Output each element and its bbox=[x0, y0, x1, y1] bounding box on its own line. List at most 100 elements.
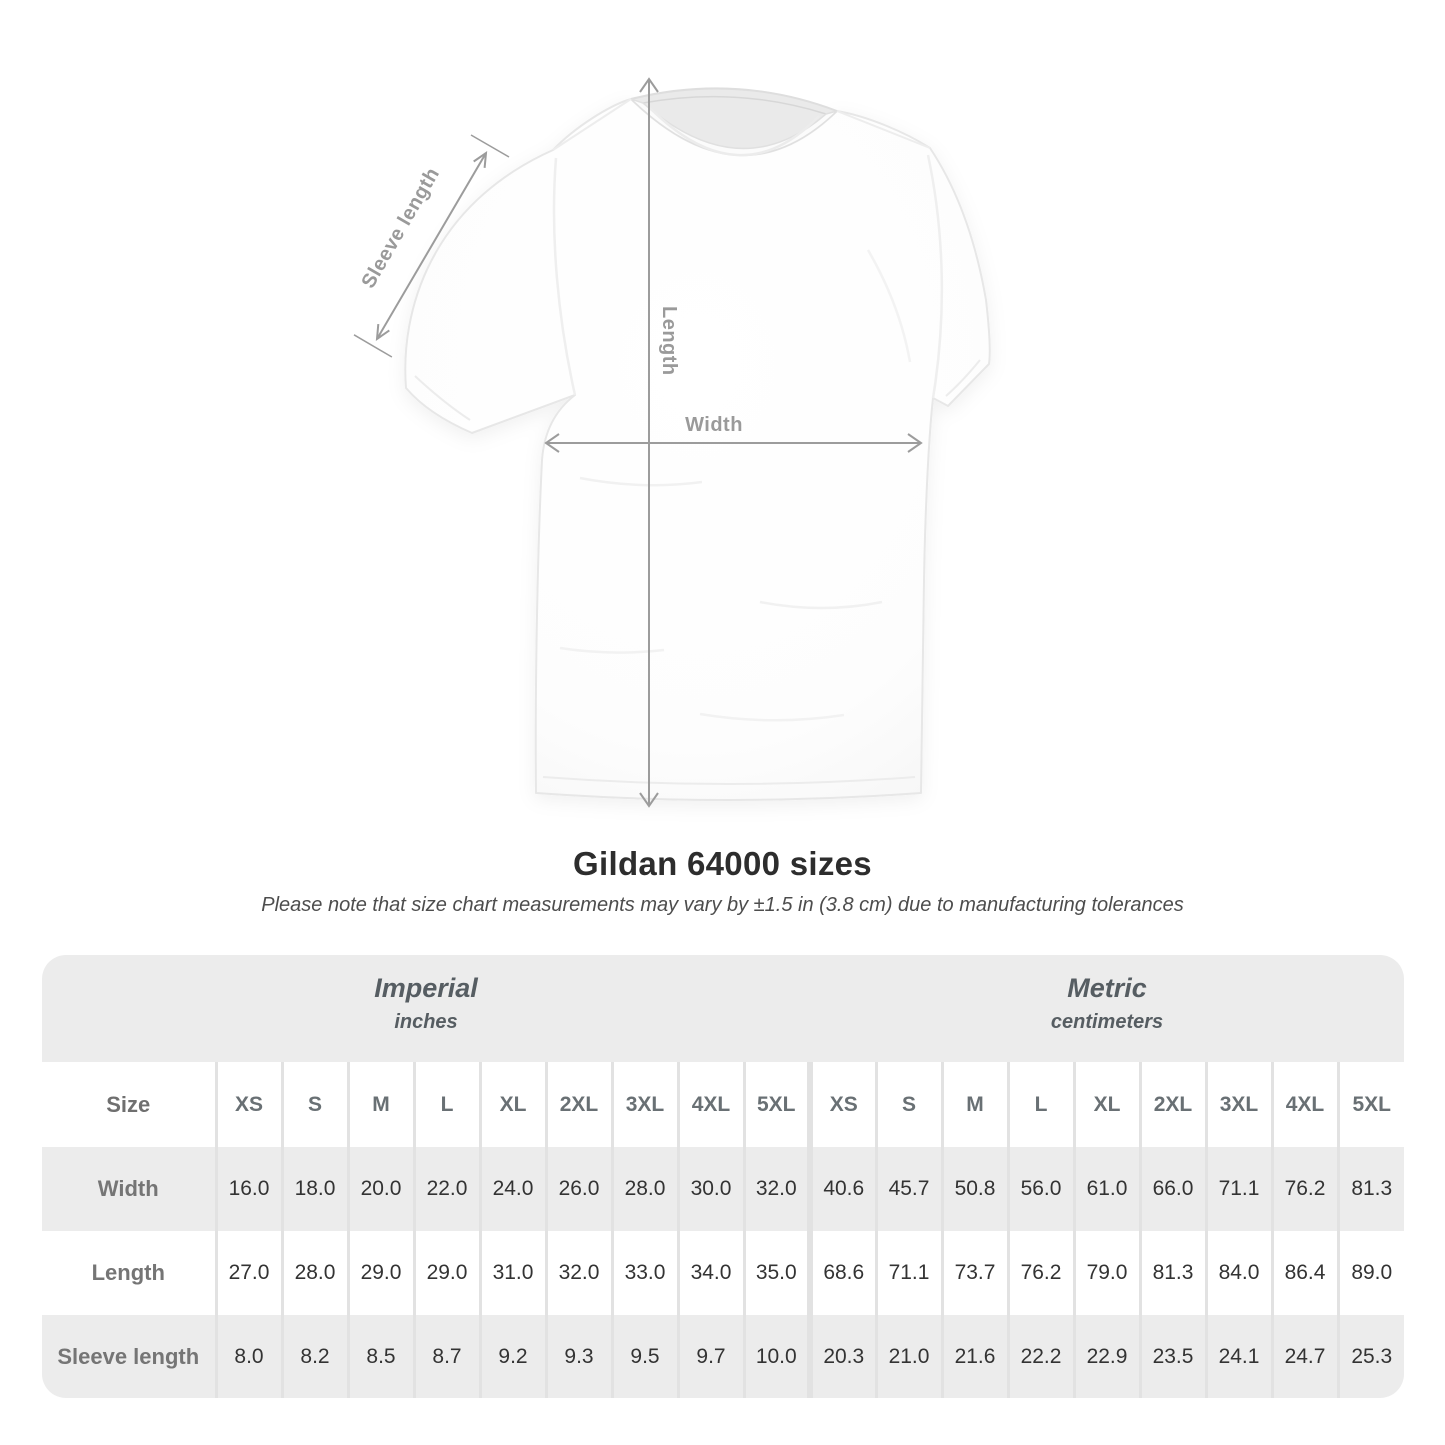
size-header-metric: 4XL bbox=[1270, 1062, 1338, 1147]
value-cell: 89.0 bbox=[1336, 1231, 1404, 1315]
collar-back-band-inner bbox=[642, 95, 827, 115]
tshirt-figure-svg: Length Width Sleeve length bbox=[353, 77, 991, 808]
value-cell: 81.3 bbox=[1138, 1231, 1206, 1315]
value-cell: 66.0 bbox=[1138, 1147, 1206, 1231]
value-cell: 33.0 bbox=[610, 1231, 678, 1315]
wrinkle bbox=[866, 249, 912, 363]
value-cell: 23.5 bbox=[1138, 1315, 1206, 1398]
tshirt-illustration bbox=[404, 87, 991, 801]
row-label: Length bbox=[91, 1260, 165, 1285]
collar-stitch-line bbox=[649, 107, 820, 157]
metric-group-unit: centimeters bbox=[1050, 1011, 1164, 1033]
size-header-imperial: 3XL bbox=[610, 1062, 678, 1147]
value-cell: 27.0 bbox=[214, 1231, 282, 1315]
page-title: Gildan 64000 sizes bbox=[573, 845, 872, 882]
value-cell: 26.0 bbox=[544, 1147, 612, 1231]
size-header-imperial: XS bbox=[214, 1062, 282, 1147]
value-cell: 61.0 bbox=[1072, 1147, 1140, 1231]
size-header-metric: L bbox=[1006, 1062, 1074, 1147]
sleeve-arrowhead-top bbox=[473, 150, 488, 168]
group-header-metric: Metric centimeters bbox=[810, 955, 1404, 1062]
unit-group-header-row: Imperial inches Metric centimeters bbox=[42, 955, 1404, 1062]
value-cell: 9.7 bbox=[676, 1315, 744, 1398]
size-header-metric: XS bbox=[807, 1062, 876, 1147]
group-header-imperial: Imperial inches bbox=[42, 955, 810, 1062]
tolerance-note: Please note that size chart measurements… bbox=[261, 894, 1184, 916]
size-header-metric: S bbox=[874, 1062, 942, 1147]
size-header-imperial: XL bbox=[478, 1062, 546, 1147]
value-cell: 30.0 bbox=[676, 1147, 744, 1231]
cuff-stitch-left bbox=[414, 375, 471, 421]
shoulder-seam-right bbox=[836, 110, 931, 149]
value-cell: 71.1 bbox=[874, 1231, 942, 1315]
size-table: Imperial inches Metric centimeters Size … bbox=[42, 955, 1404, 1398]
size-header-metric: XL bbox=[1072, 1062, 1140, 1147]
value-cell: 20.0 bbox=[346, 1147, 414, 1231]
metric-group-title: Metric bbox=[1067, 973, 1147, 1003]
value-cell: 21.0 bbox=[874, 1315, 942, 1398]
wrinkle bbox=[759, 600, 883, 610]
value-cell: 84.0 bbox=[1204, 1231, 1272, 1315]
value-cell: 21.6 bbox=[940, 1315, 1008, 1398]
value-cell: 71.1 bbox=[1204, 1147, 1272, 1231]
imperial-group-title: Imperial bbox=[374, 973, 478, 1003]
value-cell: 22.9 bbox=[1072, 1315, 1140, 1398]
imperial-group-unit: inches bbox=[394, 1011, 458, 1033]
length-row: Length 27.0 28.0 29.0 29.0 31.0 32.0 33.… bbox=[42, 1231, 1404, 1315]
value-cell: 29.0 bbox=[346, 1231, 414, 1315]
size-table-container: Imperial inches Metric centimeters Size … bbox=[42, 955, 1404, 1398]
size-header-imperial: 5XL bbox=[742, 1062, 810, 1147]
value-cell: 68.6 bbox=[807, 1231, 876, 1315]
length-arrowhead-up bbox=[639, 77, 659, 93]
value-cell: 28.0 bbox=[280, 1231, 348, 1315]
collar-opening bbox=[631, 88, 837, 156]
value-cell: 76.2 bbox=[1270, 1147, 1338, 1231]
value-cell: 31.0 bbox=[478, 1231, 546, 1315]
shoulder-seam-left bbox=[552, 98, 632, 151]
width-arrowhead-right bbox=[907, 433, 923, 453]
size-header-row: Size XS S M L XL 2XL 3XL 4XL 5XL XS S M … bbox=[42, 1062, 1404, 1147]
value-cell: 24.7 bbox=[1270, 1315, 1338, 1398]
sleeve-cap-bottom bbox=[353, 334, 393, 358]
value-cell: 16.0 bbox=[214, 1147, 282, 1231]
length-arrowhead-down bbox=[639, 792, 659, 808]
hem-stitch bbox=[542, 776, 916, 785]
value-cell: 24.0 bbox=[478, 1147, 546, 1231]
size-column-title: Size bbox=[42, 1062, 216, 1147]
value-cell: 81.3 bbox=[1336, 1147, 1404, 1231]
value-cell: 9.2 bbox=[478, 1315, 546, 1398]
value-cell: 79.0 bbox=[1072, 1231, 1140, 1315]
sleeve-line bbox=[376, 152, 487, 340]
sleeve-arrowhead-bottom bbox=[375, 324, 390, 342]
tshirt-measurement-figure: Length Width Sleeve length bbox=[353, 77, 991, 808]
value-cell: 40.6 bbox=[807, 1147, 876, 1231]
value-cell: 8.5 bbox=[346, 1315, 414, 1398]
value-cell: 10.0 bbox=[742, 1315, 810, 1398]
value-cell: 24.1 bbox=[1204, 1315, 1272, 1398]
size-header-metric: 3XL bbox=[1204, 1062, 1272, 1147]
cuff-stitch-right bbox=[945, 359, 981, 397]
value-cell: 8.7 bbox=[412, 1315, 480, 1398]
value-cell: 32.0 bbox=[544, 1231, 612, 1315]
value-cell: 8.2 bbox=[280, 1315, 348, 1398]
tshirt-body-shape bbox=[404, 98, 991, 801]
length-arrow-label: Length bbox=[658, 306, 680, 376]
value-cell: 20.3 bbox=[807, 1315, 876, 1398]
size-header-metric: M bbox=[940, 1062, 1008, 1147]
value-cell: 73.7 bbox=[940, 1231, 1008, 1315]
row-label: Width bbox=[42, 1147, 216, 1231]
size-header-metric: 2XL bbox=[1138, 1062, 1206, 1147]
value-cell: 22.0 bbox=[412, 1147, 480, 1231]
size-header-metric: 5XL bbox=[1336, 1062, 1404, 1147]
value-cell: 18.0 bbox=[280, 1147, 348, 1231]
width-arrow-label: Width bbox=[685, 414, 743, 436]
value-cell: 28.0 bbox=[610, 1147, 678, 1231]
value-cell: 25.3 bbox=[1336, 1315, 1404, 1398]
collar-back-band bbox=[630, 87, 838, 112]
value-cell: 9.3 bbox=[544, 1315, 612, 1398]
width-dimension: Width bbox=[544, 414, 923, 453]
sleeve-seam-left bbox=[552, 157, 577, 396]
width-arrowhead-left bbox=[544, 433, 560, 453]
size-header-imperial: 4XL bbox=[676, 1062, 744, 1147]
value-cell: 32.0 bbox=[742, 1147, 810, 1231]
